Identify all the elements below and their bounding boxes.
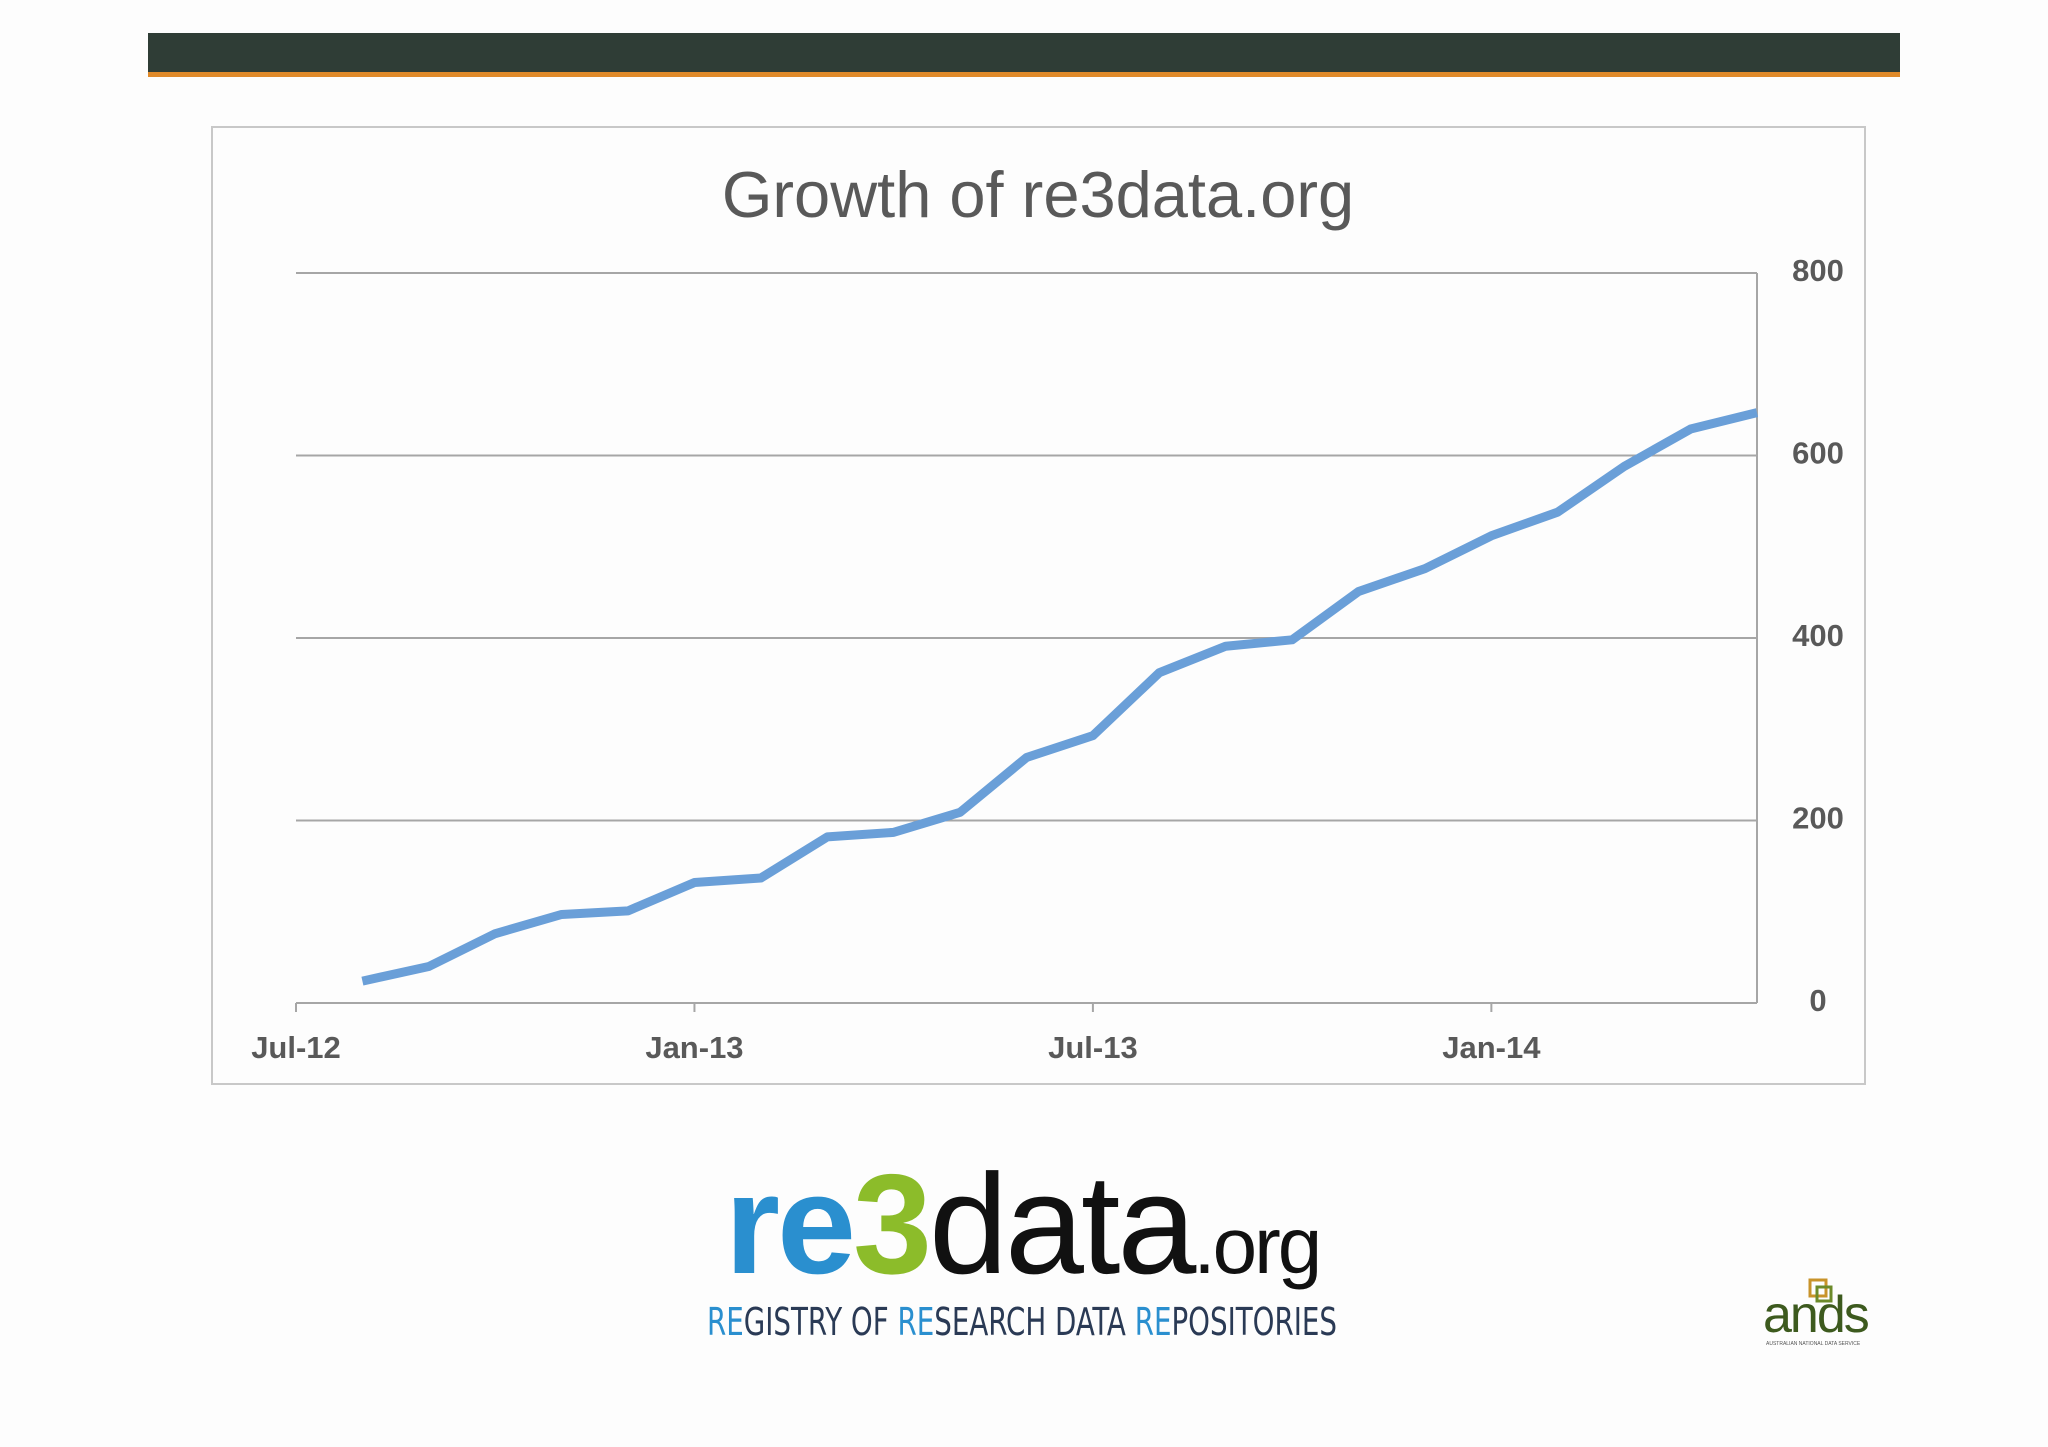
tagline-part: RE <box>707 1300 744 1344</box>
x-tick-label: Jul-12 <box>251 1030 341 1065</box>
x-tick-label: Jan-14 <box>1442 1030 1541 1065</box>
tagline: REGISTRY OF RESEARCH DATA REPOSITORIES <box>707 1300 1337 1344</box>
header-accent <box>148 72 1900 77</box>
tagline-part: POSITORIES <box>1171 1300 1337 1344</box>
header-bar <box>148 33 1900 72</box>
tagline-part: RE <box>1135 1300 1172 1344</box>
x-tick-label: Jul-13 <box>1048 1030 1138 1065</box>
logo-text: re3data.org <box>725 1145 1319 1304</box>
x-tick-label: Jan-13 <box>645 1030 743 1065</box>
y-tick-label: 400 <box>1792 618 1844 653</box>
partner-logo: ands AUSTRALIAN NATIONAL DATA SERVICE <box>1763 1278 1871 1347</box>
tagline-part: RE <box>897 1300 934 1344</box>
y-tick-label: 600 <box>1792 436 1844 471</box>
logo-part: re <box>725 1145 853 1304</box>
y-tick-label: 200 <box>1792 801 1844 836</box>
y-tick-label: 0 <box>1809 983 1826 1018</box>
logo-square <box>1815 1285 1833 1303</box>
chart-title: Growth of re3data.org <box>722 158 1354 231</box>
data-line <box>361 408 1759 986</box>
chart-frame <box>211 126 1866 1085</box>
y-tick-label: 800 <box>1792 253 1844 288</box>
chart: Growth of re3data.org 0 200 400 600 800 Jul-1… <box>211 126 1866 1085</box>
logo-part: 3 <box>853 1145 929 1304</box>
tagline-part: GISTRY OF <box>744 1300 898 1344</box>
logo-part: .org <box>1193 1201 1319 1290</box>
logo-part: data <box>929 1145 1196 1304</box>
partner-name: ands <box>1763 1286 1869 1344</box>
partner-full-name: AUSTRALIAN NATIONAL DATA SERVICE <box>1766 1341 1861 1347</box>
logo: re3data.org REGISTRY OF RESEARCH DATA RE… <box>707 1145 1337 1344</box>
tagline-part: SEARCH DATA <box>934 1300 1134 1344</box>
